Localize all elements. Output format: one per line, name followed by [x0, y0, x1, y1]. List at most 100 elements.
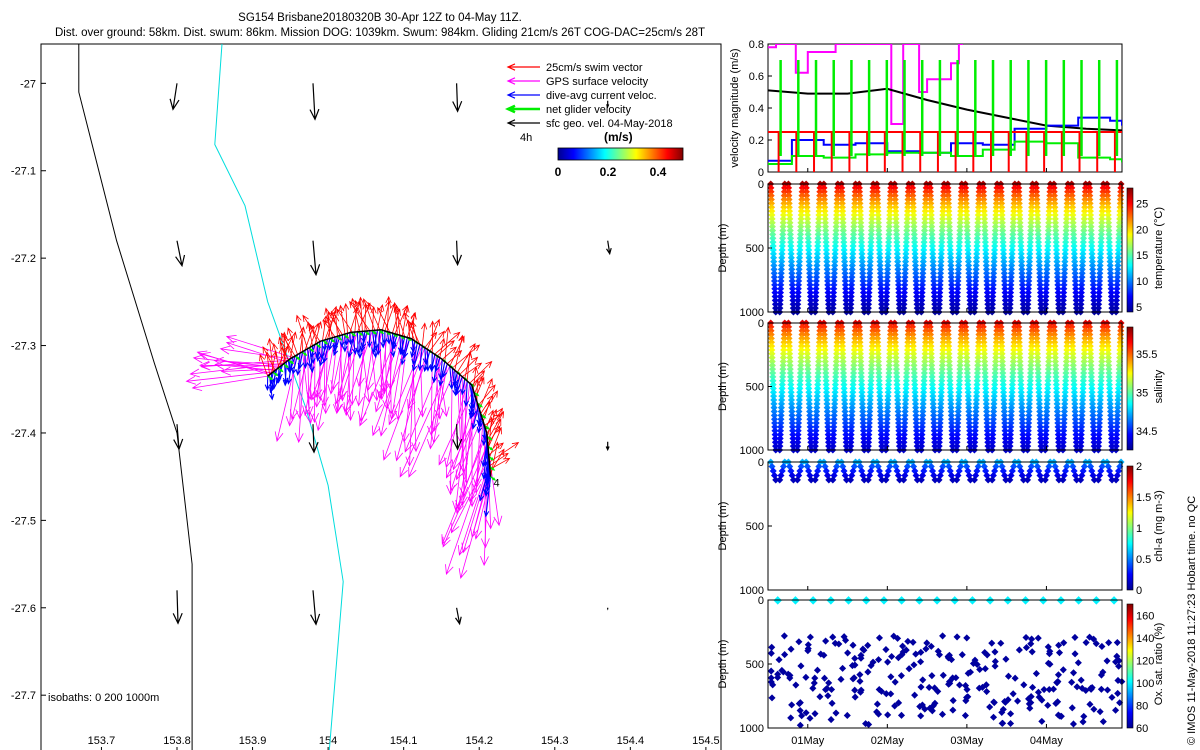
section-point: [910, 227, 918, 235]
section-point: [785, 334, 793, 342]
section-point: [910, 223, 918, 231]
section-point: [936, 427, 944, 435]
section-point: [917, 658, 925, 666]
section-point: [990, 265, 998, 273]
section-point: [824, 281, 832, 289]
section-point: [893, 373, 901, 381]
section-point: [821, 219, 829, 227]
section-colorbar-tick: 1.5: [1136, 492, 1151, 504]
section-point: [778, 377, 786, 385]
section-point: [875, 242, 883, 250]
section-point: [930, 285, 938, 293]
section-point: [825, 476, 833, 484]
section-point: [894, 407, 902, 416]
section-point: [962, 203, 970, 211]
section-point: [965, 281, 973, 289]
section-point: [1016, 223, 1024, 231]
section-point: [1001, 285, 1009, 293]
section-point: [920, 373, 928, 381]
section-point: [1000, 254, 1008, 262]
section-point: [917, 712, 925, 720]
section-point: [812, 289, 820, 297]
section-point: [824, 419, 832, 427]
section-point: [1016, 230, 1025, 238]
section-point: [1001, 698, 1009, 706]
section-point: [839, 215, 847, 223]
map-y-tick-label: -27.3: [11, 341, 36, 353]
section-point: [847, 292, 855, 301]
section-point: [850, 369, 858, 377]
section-point: [903, 357, 911, 366]
swim-vector: [482, 400, 491, 422]
section-point: [920, 242, 928, 250]
section-point: [813, 388, 821, 396]
colorbar-units: (m/s): [604, 130, 633, 144]
swim-vector: [452, 344, 481, 369]
section-point: [848, 400, 856, 408]
section-point: [937, 400, 945, 408]
section-point: [965, 400, 973, 408]
swim-vector: [287, 327, 298, 355]
section-point: [804, 377, 812, 385]
section-point: [807, 434, 815, 442]
section-point: [844, 649, 852, 657]
net-vector: [490, 476, 497, 481]
section-point: [821, 223, 830, 231]
section-point: [829, 304, 837, 312]
dac-vector: [310, 345, 316, 365]
section-point: [795, 407, 803, 416]
section-point: [798, 192, 806, 200]
section-point: [965, 261, 973, 269]
dac-vector: [455, 376, 463, 396]
section-point: [838, 342, 846, 350]
section-point: [851, 334, 859, 342]
section-point: [1008, 242, 1016, 250]
section-point: [851, 654, 859, 662]
section-colorbar-label: temperature (°C): [1153, 207, 1165, 289]
section-point: [929, 384, 937, 392]
section-point: [990, 388, 998, 396]
section-point: [857, 215, 865, 223]
dac-vector: [471, 405, 479, 430]
section-point: [988, 304, 996, 312]
section-point: [984, 434, 992, 442]
section-point: [824, 431, 832, 439]
section-point: [778, 261, 786, 269]
section-point: [927, 203, 935, 211]
section-point: [991, 381, 999, 389]
section-point: [778, 396, 786, 404]
section-colorbar-tick: 0: [1136, 585, 1142, 597]
section-point: [983, 651, 991, 659]
section-point: [813, 396, 821, 404]
section-point: [855, 323, 863, 331]
section-point: [813, 261, 821, 269]
velocity-y-tick-label: 0: [758, 167, 764, 179]
section-colorbar-tick: 140: [1136, 633, 1154, 645]
velocity-series-line: [768, 116, 1122, 162]
section-point: [882, 442, 890, 450]
section-point: [956, 219, 964, 227]
section-point: [812, 434, 820, 442]
section-point: [975, 188, 983, 196]
section-point: [938, 227, 946, 235]
section-point: [903, 365, 911, 373]
section-point: [963, 361, 971, 369]
section-point: [831, 384, 839, 392]
section-point: [891, 192, 899, 200]
section-point: [787, 381, 795, 389]
section-point: [954, 277, 962, 285]
section-point: [776, 300, 784, 308]
section-point: [779, 357, 787, 366]
section-point: [877, 434, 886, 442]
section-point: [875, 234, 883, 242]
section-point: [973, 246, 981, 254]
section-point: [939, 338, 947, 346]
section-point: [903, 227, 911, 235]
section-point: [999, 381, 1007, 389]
section-point: [1011, 674, 1019, 682]
section-colorbar-tick: 0.5: [1136, 554, 1151, 566]
section-colorbar-tick: 35: [1136, 387, 1148, 399]
section-point: [911, 691, 919, 699]
section-point: [841, 258, 849, 266]
section-point: [962, 192, 970, 200]
